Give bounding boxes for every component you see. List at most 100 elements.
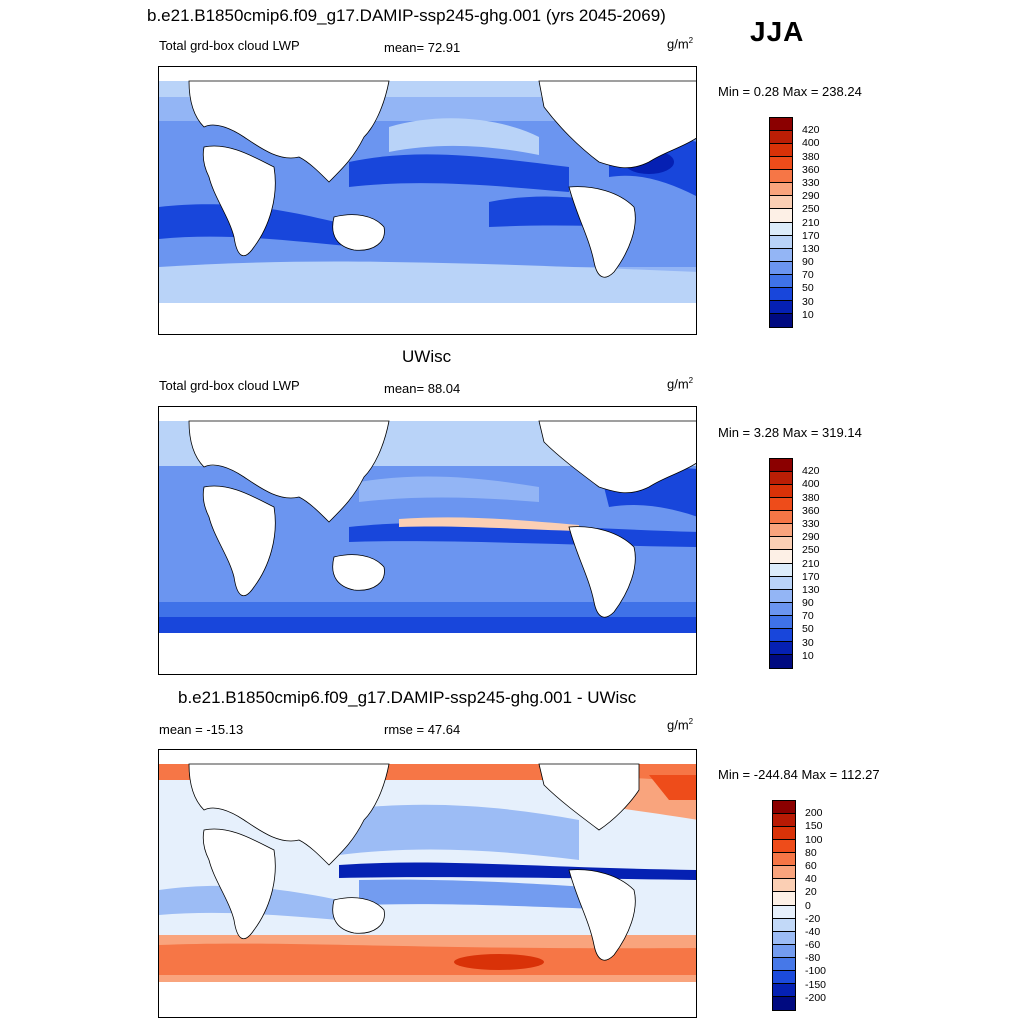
- colorbar-swatch: [770, 274, 792, 288]
- colorbar-tick-label: 170: [802, 229, 820, 242]
- panel-1-title: b.e21.B1850cmip6.f09_g17.DAMIP-ssp245-gh…: [147, 6, 666, 25]
- colorbar-tick-label: 380: [802, 150, 820, 163]
- panel-1-mean-label: mean= 72.91: [384, 40, 461, 55]
- panel-3-title: b.e21.B1850cmip6.f09_g17.DAMIP-ssp245-gh…: [178, 688, 637, 707]
- colorbar-swatch: [770, 485, 792, 499]
- colorbar-swatch: [770, 261, 792, 275]
- colorbar-tick-label: 330: [802, 176, 820, 189]
- colorbar-tick-label: 290: [802, 190, 820, 203]
- colorbar-tick-label: 0: [805, 899, 811, 912]
- colorbar-swatch: [773, 931, 795, 945]
- panel-2-colorbar: [769, 458, 793, 669]
- colorbar-swatch: [770, 287, 792, 301]
- colorbar-swatch: [770, 157, 792, 171]
- colorbar-swatch: [773, 996, 795, 1010]
- colorbar-swatch: [770, 300, 792, 314]
- panel-3-map: [158, 749, 697, 1018]
- colorbar-swatch: [770, 196, 792, 210]
- colorbar-swatch: [770, 131, 792, 145]
- colorbar-tick-label: 210: [802, 557, 820, 570]
- colorbar-swatch: [773, 970, 795, 984]
- colorbar-tick-label: 130: [802, 242, 820, 255]
- panel-2-variable-label: Total grd-box cloud LWP: [159, 378, 300, 393]
- colorbar-swatch: [773, 853, 795, 867]
- colorbar-tick-label: -200: [805, 991, 827, 1004]
- colorbar-swatch: [770, 209, 792, 223]
- colorbar-tick-label: -80: [805, 952, 821, 965]
- colorbar-swatch: [773, 983, 795, 997]
- colorbar-tick-label: 60: [805, 859, 817, 872]
- panel-1-map: [158, 66, 697, 335]
- colorbar-swatch: [773, 801, 795, 815]
- colorbar-tick-label: 130: [802, 583, 820, 596]
- panel-3-colorbar: [772, 800, 796, 1011]
- colorbar-swatch: [773, 957, 795, 971]
- panel-1-variable-label: Total grd-box cloud LWP: [159, 38, 300, 53]
- colorbar-swatch: [770, 222, 792, 236]
- colorbar-swatch: [773, 918, 795, 932]
- colorbar-tick-label: -60: [805, 939, 821, 952]
- colorbar-tick-label: 50: [802, 282, 814, 295]
- colorbar-tick-label: 200: [805, 807, 823, 820]
- panel-2-map: [158, 406, 697, 675]
- colorbar-tick-label: 70: [802, 610, 814, 623]
- panel-3-rmse-label: rmse = 47.64: [384, 722, 461, 737]
- colorbar-tick-label: 250: [802, 544, 820, 557]
- colorbar-swatch: [770, 144, 792, 158]
- colorbar-tick-label: -150: [805, 978, 827, 991]
- colorbar-swatch: [770, 563, 792, 577]
- colorbar-swatch: [770, 313, 792, 327]
- colorbar-swatch: [770, 511, 792, 525]
- colorbar-tick-label: 360: [802, 163, 820, 176]
- colorbar-swatch: [770, 602, 792, 616]
- colorbar-tick-label: 10: [802, 308, 814, 321]
- colorbar-tick-label: 80: [805, 846, 817, 859]
- colorbar-swatch: [770, 170, 792, 184]
- colorbar-tick-label: 10: [802, 649, 814, 662]
- colorbar-swatch: [773, 814, 795, 828]
- colorbar-swatch: [773, 892, 795, 906]
- colorbar-tick-label: 40: [805, 873, 817, 886]
- colorbar-tick-label: 30: [802, 636, 814, 649]
- colorbar-swatch: [773, 866, 795, 880]
- colorbar-tick-label: -20: [805, 912, 821, 925]
- panel-2-title: UWisc: [402, 347, 452, 366]
- colorbar-tick-label: 170: [802, 570, 820, 583]
- colorbar-swatch: [770, 654, 792, 668]
- colorbar-tick-label: 420: [802, 465, 820, 478]
- colorbar-swatch: [770, 235, 792, 249]
- colorbar-tick-label: 70: [802, 269, 814, 282]
- colorbar-tick-label: 290: [802, 531, 820, 544]
- colorbar-tick-label: -40: [805, 925, 821, 938]
- panel-1-units: g/m2: [667, 36, 694, 52]
- colorbar-swatch: [770, 248, 792, 262]
- colorbar-tick-label: 50: [802, 623, 814, 636]
- panel-3-units: g/m2: [667, 717, 694, 733]
- colorbar-swatch: [773, 879, 795, 893]
- colorbar-tick-label: -100: [805, 965, 827, 978]
- colorbar-swatch: [770, 641, 792, 655]
- colorbar-tick-label: 30: [802, 295, 814, 308]
- colorbar-swatch: [773, 944, 795, 958]
- colorbar-tick-label: 150: [805, 820, 823, 833]
- colorbar-tick-label: 400: [802, 137, 820, 150]
- colorbar-tick-label: 380: [802, 491, 820, 504]
- panel-2-minmax: Min = 3.28 Max = 319.14: [718, 425, 862, 440]
- colorbar-swatch: [770, 459, 792, 473]
- colorbar-tick-label: 420: [802, 124, 820, 137]
- colorbar-swatch: [773, 827, 795, 841]
- colorbar-tick-label: 330: [802, 517, 820, 530]
- colorbar-swatch: [770, 118, 792, 132]
- colorbar-swatch: [770, 550, 792, 564]
- colorbar-tick-label: 20: [805, 886, 817, 899]
- colorbar-swatch: [770, 589, 792, 603]
- colorbar-tick-label: 90: [802, 256, 814, 269]
- colorbar-swatch: [770, 472, 792, 486]
- colorbar-tick-label: 250: [802, 203, 820, 216]
- colorbar-swatch: [773, 840, 795, 854]
- colorbar-swatch: [770, 524, 792, 538]
- colorbar-tick-label: 400: [802, 478, 820, 491]
- panel-3-mean-label: mean = -15.13: [159, 722, 244, 737]
- colorbar-tick-label: 360: [802, 504, 820, 517]
- colorbar-tick-label: 210: [802, 216, 820, 229]
